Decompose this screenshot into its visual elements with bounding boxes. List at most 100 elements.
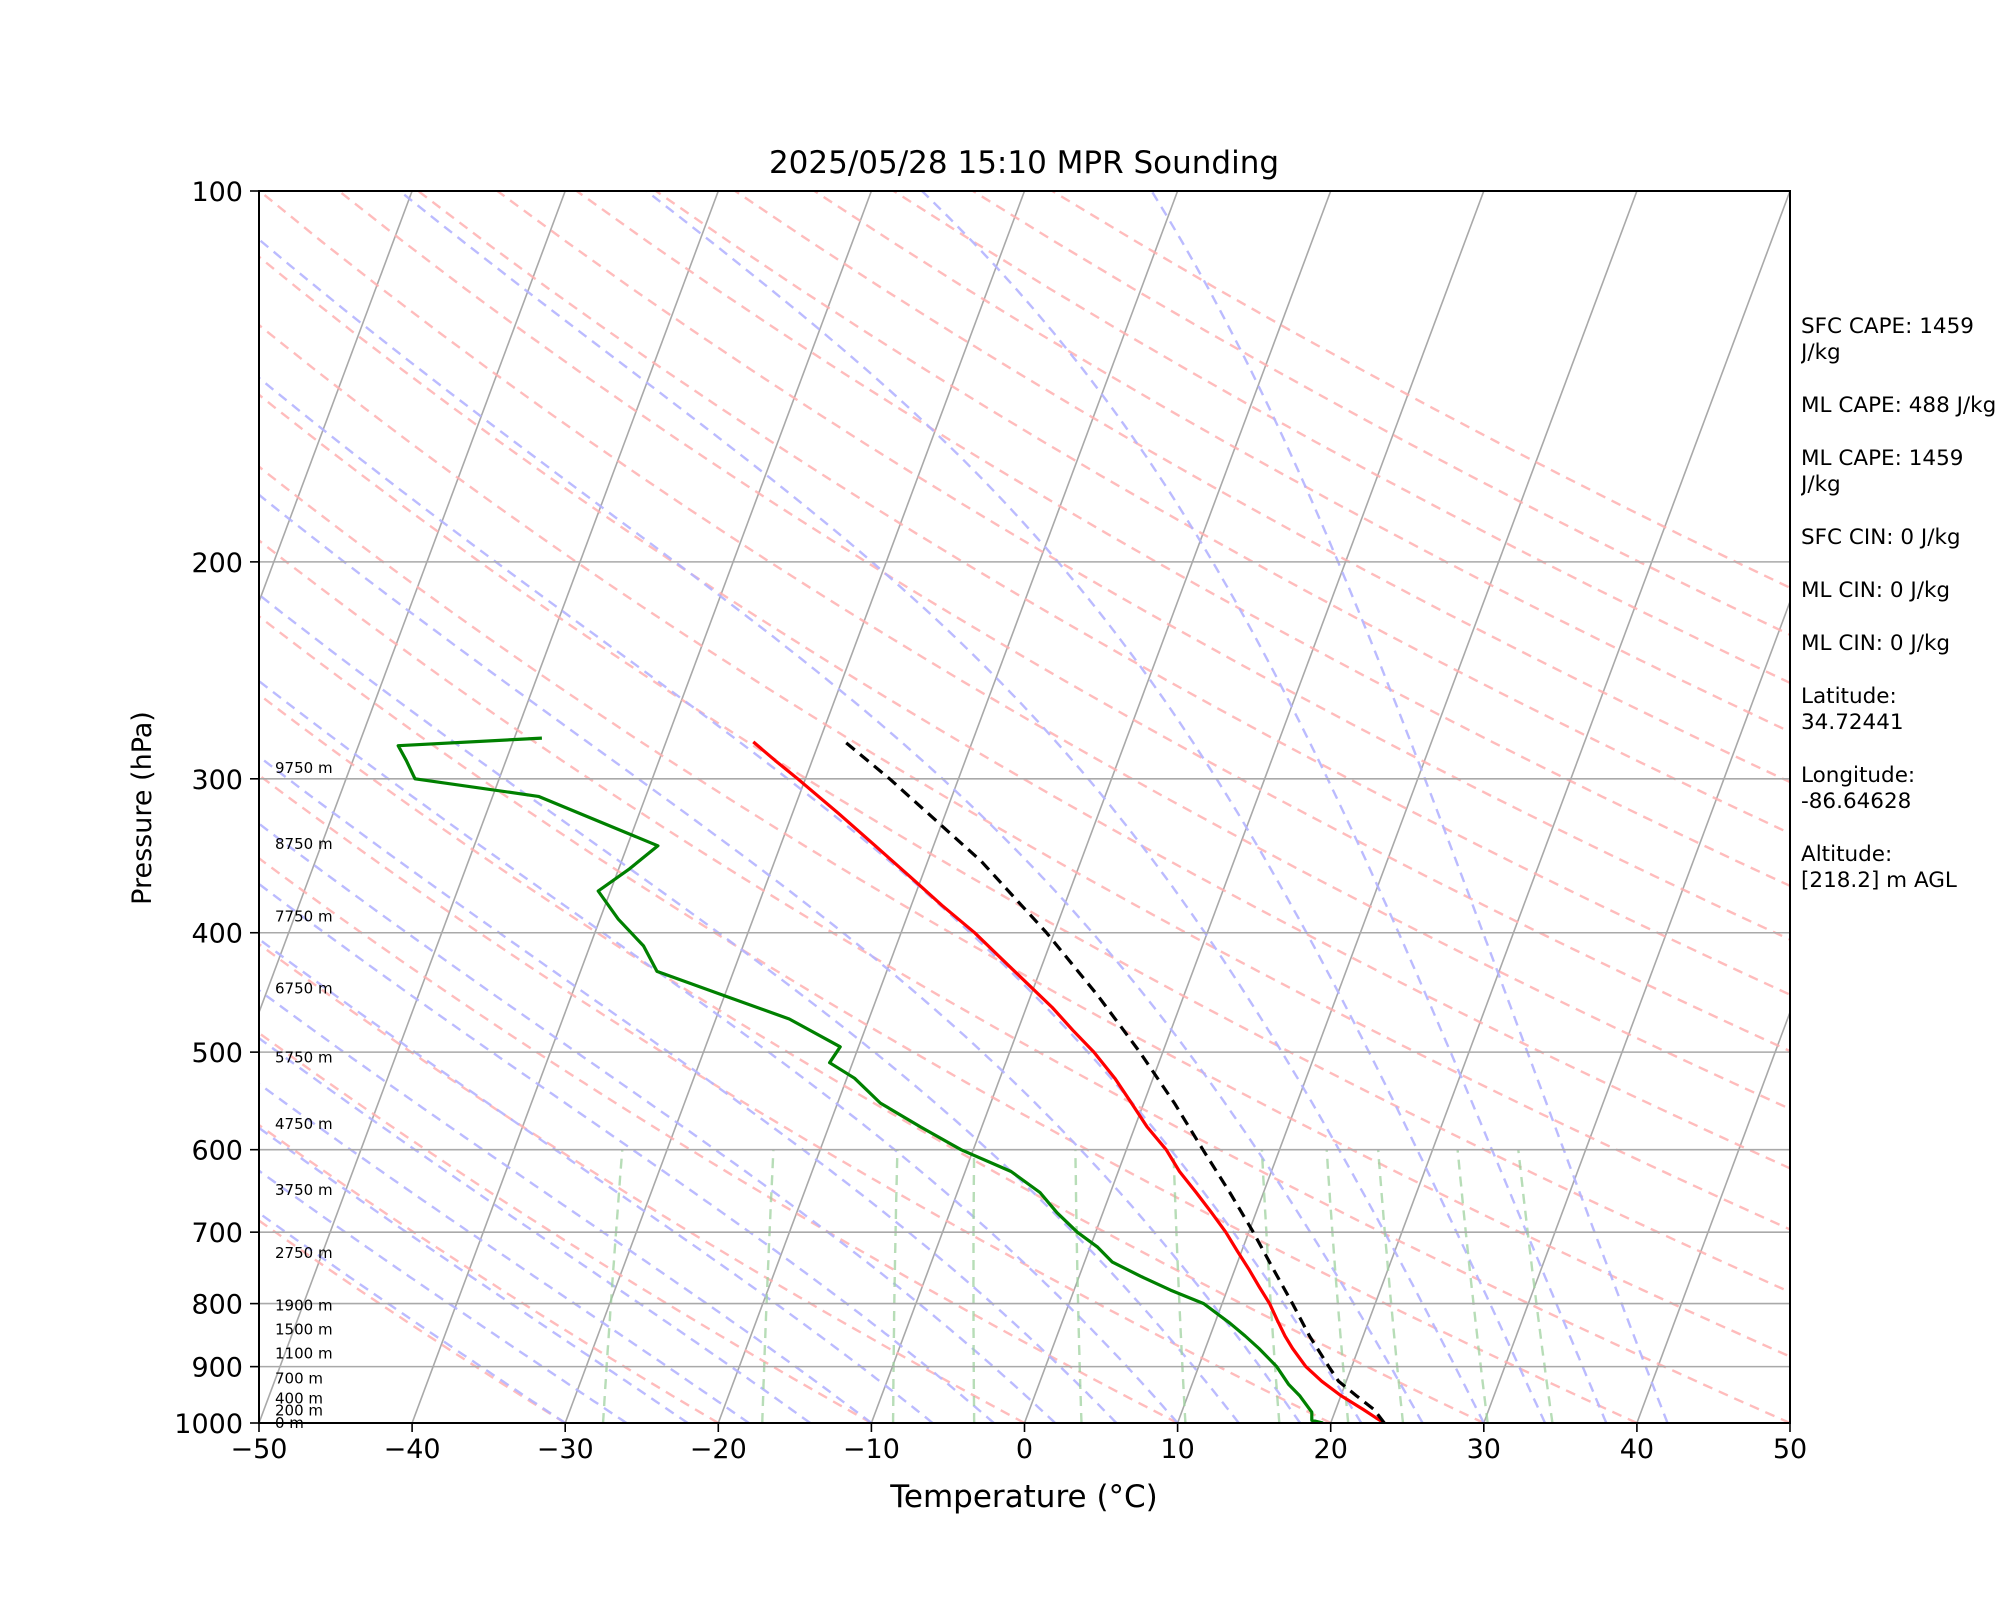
mixing-ratio-line [972,1149,976,1423]
background-lines [0,191,1790,1423]
y-tick-label: 100 [191,177,243,208]
y-axis-label: Pressure (hPa) [127,711,158,905]
dry-adiabat-line [655,191,1790,835]
dry-adiabat-line [259,255,1790,1170]
moist-adiabat-line [259,755,1118,1423]
dry-adiabat-line [417,191,1790,997]
ml-cape-text: ML CAPE: 488 J/kg [1801,393,1997,418]
sounding-profiles [396,736,1386,1423]
dry-adiabat-line [893,191,1790,685]
moist-adiabat-line [1150,191,1669,1423]
isotherm-line [1636,1010,1790,1423]
altitude-text: Altitude: [218.2] m AGL [1801,842,1957,893]
moist-adiabat-line [398,191,1485,1423]
moist-adiabat-line [645,191,1547,1423]
height-label: 3750 m [275,1181,333,1199]
moist-adiabat-line [259,593,1240,1423]
height-label: 4750 m [275,1115,333,1133]
moist-adiabat-line [259,1036,811,1423]
height-label: 6750 m [275,980,333,998]
dry-adiabat-line [259,1219,566,1423]
moist-adiabat-line [259,493,1302,1423]
moist-adiabat-line [259,937,934,1423]
x-tick-label: −10 [843,1434,900,1465]
dry-adiabat-line [259,614,1638,1423]
x-tick-label: 50 [1773,1434,1807,1465]
height-label: 400 m [275,1389,323,1407]
height-label: 5750 m [275,1048,333,1066]
parcel-profile-line [844,740,1386,1423]
isotherm-line [870,191,1332,1423]
height-label: 1100 m [275,1344,333,1362]
moist-adiabat-line [259,822,1056,1423]
dry-adiabat-line [259,465,1790,1358]
y-tick-label: 700 [191,1218,243,1249]
ml-cin-text-2: ML CIN: 0 J/kg [1801,631,1951,656]
height-label: 200 m [275,1402,323,1420]
dry-adiabat-line [576,191,1790,888]
y-axis-ticks: 100 200 300 400 500 600 700 800 900 1000 [174,177,259,1440]
x-tick-label: −40 [384,1434,441,1465]
isotherm-line [259,191,413,604]
height-label: 1500 m [275,1321,333,1339]
dry-adiabat-line [259,323,1790,1231]
isotherm-line [411,191,873,1423]
dry-adiabat-line [813,191,1790,734]
height-label: 2750 m [275,1244,333,1262]
moist-adiabat-line [921,191,1608,1423]
height-label: 700 m [275,1369,323,1387]
x-axis-label: Temperature (°C) [889,1479,1158,1515]
sounding-parameters: SFC CAPE: 1459 J/kg ML CAPE: 488 J/kg ML… [1801,314,2000,921]
x-tick-label: −20 [690,1434,747,1465]
x-tick-label: −30 [537,1434,594,1465]
moist-adiabat-line [259,1082,750,1423]
moist-adiabat-line [259,1126,689,1423]
x-tick-label: 10 [1160,1434,1194,1465]
height-label: 1900 m [275,1297,333,1315]
isotherm-line [1483,599,1790,1423]
ml-cin-text: ML CIN: 0 J/kg [1801,578,1951,603]
mixing-ratio-line [1517,1149,1554,1423]
isotherm-line [717,191,1179,1423]
height-label: 8750 m [275,835,333,853]
latitude-text: Latitude: 34.72441 [1801,684,1904,735]
dry-adiabat-line [259,693,1485,1423]
moist-adiabat-line [259,1169,628,1423]
dry-adiabat-line [259,191,1790,1111]
dry-adiabat-line [338,191,1790,1053]
x-tick-label: 30 [1467,1434,1501,1465]
dry-adiabat-line [259,538,1790,1423]
y-tick-label: 600 [191,1136,243,1167]
isobar-grid [259,190,1790,1424]
dry-adiabat-line [259,773,1332,1423]
y-tick-label: 800 [191,1290,243,1321]
y-tick-label: 1000 [174,1409,243,1440]
dry-adiabat-line [259,1123,719,1423]
dry-adiabat-line [259,393,1790,1294]
isotherm-line [259,191,720,1423]
height-label: 9750 m [275,759,333,777]
dewpoint-profile-line [396,736,1324,1423]
dry-adiabat-line [259,1031,872,1423]
y-tick-label: 300 [191,765,243,796]
chart-title: 2025/05/28 15:10 MPR Sounding [769,145,1279,181]
x-tick-label: 20 [1314,1434,1348,1465]
moist-adiabat-line [259,237,1424,1423]
isotherm-line [1329,191,1790,1423]
mixing-ratio-line [1456,1149,1489,1423]
y-tick-label: 400 [191,919,243,950]
mixing-ratio-line [1172,1149,1187,1423]
x-tick-label: 40 [1620,1434,1654,1465]
moist-adiabat-line [259,1211,566,1423]
x-axis-ticks: −50 −40 −30 −20 −10 0 10 20 30 40 50 [231,1423,1807,1465]
height-label: 7750 m [275,907,333,925]
moist-adiabat-line [259,882,995,1423]
ml-cape-text-2: ML CAPE: 1459 J/kg [1801,446,1964,497]
isotherm-line [0,191,106,1423]
y-tick-label: 900 [191,1353,243,1384]
dry-adiabat-line [496,191,1790,941]
x-tick-label: −50 [231,1434,288,1465]
y-tick-label: 500 [191,1038,243,1069]
